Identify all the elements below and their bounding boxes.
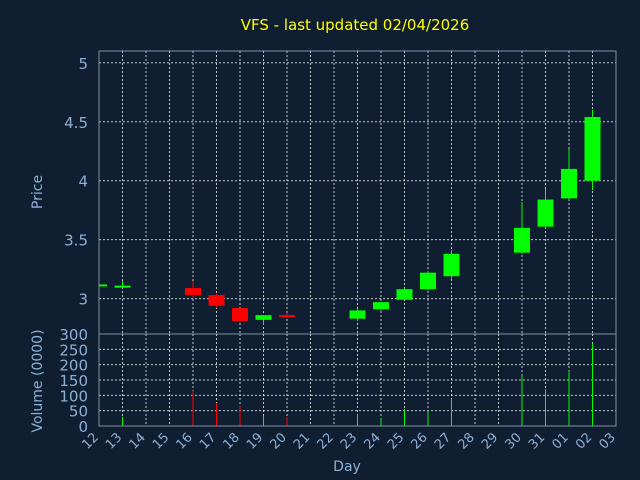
candle-body bbox=[373, 302, 389, 310]
volume-tick-label: 250 bbox=[59, 341, 88, 359]
candle-body bbox=[255, 315, 272, 320]
candle-body bbox=[185, 288, 201, 296]
price-grid bbox=[99, 51, 616, 334]
candle-body bbox=[561, 168, 577, 199]
x-axis-ticks: 12 13 14 15 16 17 18 19 20 21 22 23 24 25 26 27 28 29 30 31… bbox=[80, 430, 619, 452]
price-tick-label: 4 bbox=[78, 173, 88, 191]
price-tick-label: 4.5 bbox=[64, 114, 88, 132]
volume-panel-frame bbox=[98, 333, 617, 427]
volume-tick-label: 200 bbox=[59, 357, 88, 375]
volume-tick-label: 0 bbox=[78, 418, 88, 436]
candle-body bbox=[443, 253, 460, 277]
volume-tick-label: 150 bbox=[59, 372, 88, 390]
price-axis-label: Price bbox=[30, 175, 46, 209]
price-tick-label: 3.5 bbox=[64, 232, 88, 250]
price-y-ticks: 3 3.5 4 4.5 5 bbox=[64, 55, 88, 309]
candles bbox=[99, 109, 601, 325]
volume-axis-label: Volume (0000) bbox=[30, 329, 46, 432]
volume-tick-label: 100 bbox=[59, 387, 88, 405]
candle-body bbox=[279, 315, 295, 318]
candle-body bbox=[420, 272, 436, 290]
candle-body bbox=[114, 285, 131, 288]
chart-title: VFS - last updated 02/04/2026 bbox=[241, 16, 470, 34]
volume-tick-label: 300 bbox=[59, 326, 88, 344]
candle-body bbox=[514, 227, 530, 253]
x-axis-label: Day bbox=[333, 459, 361, 475]
candle-body bbox=[232, 308, 248, 322]
volume-tick-label: 50 bbox=[69, 403, 88, 421]
price-tick-label: 5 bbox=[78, 55, 88, 73]
volume-bars bbox=[122, 343, 593, 426]
candle-body bbox=[208, 295, 225, 306]
candle-body bbox=[537, 199, 554, 227]
candle-body bbox=[396, 289, 413, 300]
candle-body bbox=[584, 117, 601, 181]
candle-body bbox=[99, 284, 107, 287]
price-tick-label: 3 bbox=[78, 291, 88, 309]
candle-body bbox=[349, 310, 366, 319]
